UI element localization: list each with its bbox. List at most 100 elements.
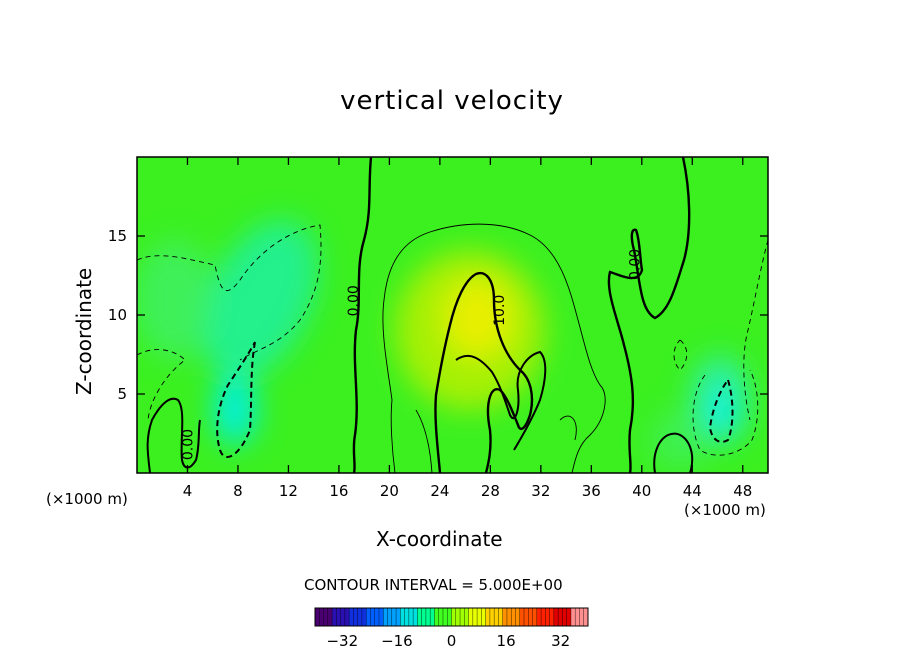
x-unit-label-right: (×1000 m) (684, 501, 766, 519)
x-tick-label: 8 (233, 482, 243, 500)
x-tick-label: 28 (481, 482, 500, 500)
colorbar-cell (425, 608, 431, 626)
colorbar-cell (400, 608, 406, 626)
colorbar-cell (344, 608, 350, 626)
contour-label: 0.00 (346, 285, 362, 316)
colorbar-tick-label: −32 (326, 632, 358, 650)
y-tick-label: 15 (108, 227, 127, 245)
colorbar-cell (315, 608, 320, 626)
colorbar-cell (481, 608, 487, 626)
y-axis: 5 10 15 (108, 227, 768, 403)
colorbar-cell (498, 608, 504, 626)
x-tick-label: 44 (683, 482, 702, 500)
colorbar-cell (332, 608, 337, 626)
colorbar-cell (319, 608, 325, 626)
colorbar-cell (460, 608, 465, 626)
colorbar-cell (579, 608, 585, 626)
colorbar-cell (417, 608, 423, 626)
colorbar-cell (447, 608, 452, 626)
colorbar-cell (387, 608, 393, 626)
colorbar-cell (524, 608, 529, 626)
colorbar-cell (532, 608, 538, 626)
x-tick-label: 40 (632, 482, 651, 500)
colorbar-cell (455, 608, 461, 626)
y-tick-label: 5 (117, 385, 127, 403)
x-tick-label: 4 (183, 482, 193, 500)
colorbar-cell (515, 608, 521, 626)
colorbar-cell (528, 608, 534, 626)
x-tick-label: 24 (430, 482, 449, 500)
colorbar-cell (378, 608, 384, 626)
colorbar-tick-label: −16 (381, 632, 413, 650)
colorbar-cell (553, 608, 559, 626)
colorbar-cell (396, 608, 401, 626)
colorbar-cell (421, 608, 427, 626)
colorbar-cell (519, 608, 525, 626)
colorbar-cell (361, 608, 367, 626)
x-tick-label: 12 (279, 482, 298, 500)
colorbar-cell (383, 608, 389, 626)
colorbar-cell (366, 608, 371, 626)
colorbar-cell (391, 608, 397, 626)
colorbar-cell (340, 608, 346, 626)
colorbar-cell (570, 608, 576, 626)
colorbar-cell (494, 608, 499, 626)
contour-lines (137, 157, 768, 473)
x-axis: 4 8 12 16 20 24 28 32 36 40 44 48 (183, 157, 752, 500)
colorbar-cell (353, 608, 359, 626)
colorbar-cell (349, 608, 354, 626)
colorbar-cell (489, 608, 495, 626)
colorbar-cell (583, 608, 589, 626)
colorbar-cell (549, 608, 555, 626)
colorbar-cell (477, 608, 482, 626)
x-tick-label: 20 (380, 482, 399, 500)
x-tick-label: 32 (531, 482, 550, 500)
colorbar-cell (502, 608, 508, 626)
colorbar-tick-label: 32 (551, 632, 570, 650)
y-axis-label: Z-coordinate (72, 267, 96, 395)
chart-title: vertical velocity (340, 86, 564, 116)
colorbar-cell (374, 608, 380, 626)
colorbar: −32 −16 0 16 32 (314, 607, 589, 650)
colorbar-cell (511, 608, 516, 626)
colorbar-tick-label: 16 (497, 632, 516, 650)
colorbar-cell (562, 608, 568, 626)
colorbar-cell (430, 608, 435, 626)
contour-label: 10.0 (492, 295, 508, 326)
colorbar-cell (323, 608, 329, 626)
colorbar-cell (357, 608, 363, 626)
contour-interval-text: CONTOUR INTERVAL = 5.000E+00 (304, 576, 563, 594)
y-tick-label: 10 (108, 306, 127, 324)
colorbar-cell (438, 608, 444, 626)
contour-labels: 0.00 10.0 0.00 0.00 (181, 249, 644, 460)
x-unit-label-left: (×1000 m) (46, 490, 128, 508)
colorbar-cell (468, 608, 474, 626)
colorbar-cell (442, 608, 448, 626)
colorbar-cell (408, 608, 414, 626)
colorbar-cell (464, 608, 470, 626)
colorbar-cell (413, 608, 418, 626)
contour-label: 0.00 (181, 429, 197, 460)
colorbar-cell (566, 608, 572, 626)
colorbar-cell (506, 608, 512, 626)
colorbar-cell (472, 608, 478, 626)
x-tick-label: 36 (582, 482, 601, 500)
x-tick-label: 48 (733, 482, 752, 500)
colorbar-cell (404, 608, 410, 626)
colorbar-cell (558, 608, 563, 626)
contour-label: 0.00 (627, 249, 643, 280)
colorbar-cell (545, 608, 551, 626)
colorbar-cell (451, 608, 457, 626)
colorbar-cell (575, 608, 580, 626)
colorbar-cell (485, 608, 491, 626)
colorbar-tick-label: 0 (447, 632, 457, 650)
x-axis-label: X-coordinate (376, 527, 503, 551)
colorbar-cell (541, 608, 546, 626)
x-tick-label: 16 (329, 482, 348, 500)
colorbar-frame (314, 607, 589, 627)
colorbar-cell (336, 608, 342, 626)
colorbar-cell (536, 608, 542, 626)
colorbar-cell (327, 608, 333, 626)
colorbar-cell (370, 608, 376, 626)
